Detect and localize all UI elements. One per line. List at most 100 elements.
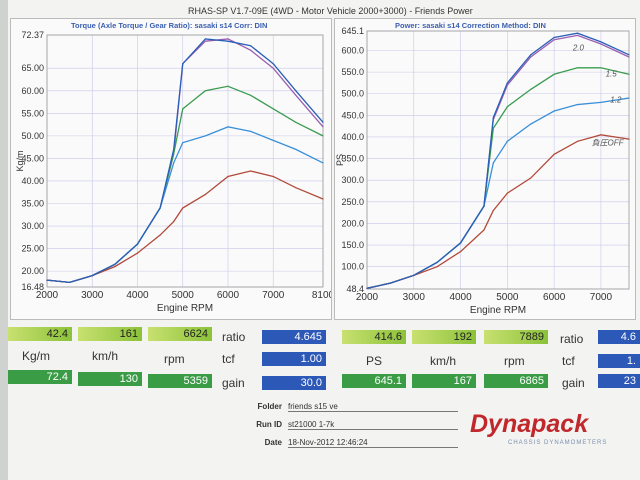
data-point bbox=[322, 135, 324, 137]
left-kmh-label: km/h bbox=[92, 349, 119, 363]
handwritten-annotation: 2.0 bbox=[572, 44, 585, 53]
y-tick-label: 550.0 bbox=[341, 67, 364, 77]
data-point bbox=[227, 38, 229, 40]
header-title: RHAS-SP V1.7-09E (4WD - Motor Vehicle 20… bbox=[188, 6, 473, 16]
series-line bbox=[46, 170, 324, 284]
left-gain-label: gain bbox=[222, 376, 245, 390]
data-point bbox=[173, 220, 175, 223]
x-tick-label: 2000 bbox=[356, 292, 379, 303]
data-point bbox=[322, 162, 324, 164]
data-point bbox=[492, 209, 494, 212]
data-point bbox=[628, 73, 630, 75]
torque-panel-title: Torque (Axle Torque / Gear Ratio): sasak… bbox=[71, 21, 268, 30]
data-point bbox=[295, 90, 297, 92]
y-tick-label: 48.4 bbox=[346, 284, 364, 294]
data-point bbox=[506, 192, 508, 194]
data-point bbox=[173, 162, 175, 164]
right-power-value: 414.6 bbox=[342, 330, 406, 344]
y-axis-label: Kg/m bbox=[15, 150, 25, 171]
y-tick-label: 645.1 bbox=[341, 26, 364, 36]
left-tcf-label: tcf bbox=[222, 352, 235, 366]
data-point bbox=[553, 73, 555, 75]
x-tick-label: 8100 bbox=[312, 290, 331, 301]
x-tick-label: 7000 bbox=[590, 292, 613, 303]
y-tick-label: 250.0 bbox=[341, 197, 364, 207]
data-point bbox=[272, 139, 274, 141]
torque-chart: 2000 3000 4000 5000 6000 7000 8100 72.37 65.00 60… bbox=[15, 30, 335, 314]
data-point bbox=[436, 266, 438, 268]
right-speed-value: 192 bbox=[412, 330, 476, 344]
dyno-sheet: RHAS-SP V1.7-09E (4WD - Motor Vehicle 20… bbox=[8, 0, 640, 480]
data-point bbox=[576, 34, 579, 36]
data-point bbox=[600, 134, 602, 136]
y-tick-label: 55.00 bbox=[21, 108, 44, 118]
folder-label: Folder bbox=[257, 402, 282, 411]
right-tcf-label: tcf bbox=[562, 354, 575, 368]
data-point bbox=[576, 32, 579, 34]
power-panel: Power: sasaki s14 Correction Method: DIN… bbox=[334, 18, 636, 320]
x-tick-label: 3000 bbox=[81, 290, 104, 301]
data-point bbox=[250, 49, 252, 51]
data-point bbox=[250, 130, 252, 132]
data-point bbox=[530, 56, 532, 58]
data-point bbox=[46, 279, 48, 281]
data-point bbox=[250, 170, 252, 172]
data-point bbox=[576, 67, 579, 69]
data-point bbox=[506, 140, 508, 142]
data-point bbox=[492, 162, 494, 164]
data-point bbox=[553, 153, 555, 155]
x-tick-label: 7000 bbox=[262, 290, 285, 301]
x-tick-label: 6000 bbox=[543, 292, 566, 303]
folder-value: friends s15 ve bbox=[288, 402, 458, 412]
right-rpm-value: 7889 bbox=[484, 330, 548, 344]
date-value: 18-Nov-2012 12:46:24 bbox=[288, 438, 458, 448]
data-point bbox=[272, 63, 274, 65]
x-tick-label: 5000 bbox=[496, 292, 519, 303]
series-line bbox=[366, 134, 630, 289]
data-point bbox=[322, 198, 324, 200]
y-tick-label: 200.0 bbox=[341, 218, 364, 228]
date-label: Date bbox=[264, 438, 282, 447]
handwritten-annotation: 1.5 bbox=[606, 69, 618, 78]
data-point bbox=[322, 121, 324, 123]
data-point bbox=[628, 56, 630, 58]
series-line bbox=[46, 38, 324, 284]
left-ratio-value: 4.645 bbox=[262, 330, 326, 344]
data-point bbox=[227, 40, 229, 42]
series-line bbox=[366, 32, 630, 289]
y-tick-label: 50.00 bbox=[21, 131, 44, 141]
data-point bbox=[173, 148, 175, 150]
y-tick-label: 400.0 bbox=[341, 132, 364, 142]
plot-frame bbox=[46, 34, 324, 288]
data-point bbox=[295, 148, 297, 150]
y-tick-label: 40.00 bbox=[21, 176, 44, 186]
right-tcf-value: 1. bbox=[598, 354, 640, 368]
left-ratio-label: ratio bbox=[222, 330, 246, 344]
right-gain-label: gain bbox=[562, 376, 585, 390]
data-point bbox=[136, 243, 139, 245]
y-tick-label: 500.0 bbox=[341, 89, 364, 99]
data-point bbox=[322, 126, 324, 128]
torque-panel: Torque (Axle Torque / Gear Ratio): sasak… bbox=[10, 18, 335, 320]
series-line bbox=[46, 85, 324, 284]
y-tick-label: 16.48 bbox=[21, 282, 44, 292]
right-ps-label: PS bbox=[366, 354, 383, 368]
y-tick-label: 60.00 bbox=[21, 86, 44, 96]
data-point bbox=[69, 281, 71, 284]
series-line bbox=[366, 97, 630, 289]
data-point bbox=[530, 123, 532, 125]
right-kmh-label: km/h bbox=[430, 354, 457, 368]
x-tick-label: 5000 bbox=[172, 290, 195, 301]
right-max-power: 645.1 bbox=[342, 374, 406, 388]
data-point bbox=[250, 45, 252, 47]
data-point bbox=[204, 135, 206, 137]
right-gain-value: 23 bbox=[598, 374, 640, 388]
y-tick-label: 25.00 bbox=[21, 244, 44, 254]
y-tick-label: 350.0 bbox=[341, 154, 364, 164]
y-tick-label: 600.0 bbox=[341, 46, 364, 56]
data-point bbox=[600, 67, 602, 69]
data-point bbox=[159, 207, 161, 209]
data-point bbox=[553, 110, 555, 112]
y-tick-label: 72.37 bbox=[21, 30, 44, 40]
data-point bbox=[600, 43, 602, 45]
